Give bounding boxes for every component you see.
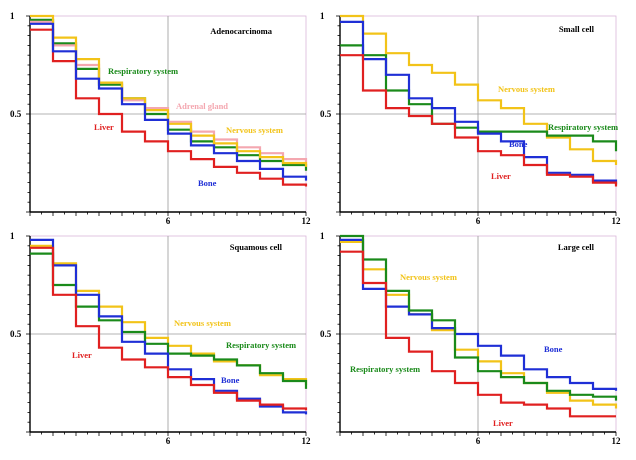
panel-adenocarcinoma-title: Adenocarcinoma [210,26,272,36]
panel-adenocarcinoma-label-nervous-system: Nervous system [226,125,283,135]
panel-large-cell-title: Large cell [558,242,595,252]
panel-large-cell-label-bone: Bone [544,344,563,354]
panel-squamous-cell: 6 12 1 0.5 Squamous cell Nervous system Respir… [10,231,311,446]
panel-small-cell-y-tick-label: 0.5 [320,109,332,119]
panel-squamous-cell-y-tick-label: 1 [10,231,15,241]
panel-adenocarcinoma-x-tick-label: 6 [166,216,171,226]
panel-squamous-cell-label-respiratory-system: Respiratory system [226,340,296,350]
panel-adenocarcinoma-label-bone: Bone [198,178,217,188]
panel-large-cell-series-liver [340,250,616,418]
panel-large-cell-y-tick-label: 1 [320,231,325,241]
panel-large-cell-x-tick-label: 6 [476,436,481,446]
panel-squamous-cell-title: Squamous cell [230,242,283,252]
panel-large-cell-x-tick-label: 12 [612,436,622,446]
panel-adenocarcinoma-label-respiratory-system: Respiratory system [108,66,178,76]
panel-squamous-cell-x-tick-label: 12 [302,436,312,446]
panel-adenocarcinoma: 6 12 1 0.5 Adenocarcinoma Respiratory system A… [10,11,311,226]
panel-large-cell-label-liver: Liver [493,418,513,428]
panel-adenocarcinoma-series-liver [30,28,308,187]
panel-squamous-cell-label-nervous-system: Nervous system [174,318,231,328]
panel-small-cell: 6 12 1 0.5 Small cell Nervous system Respirato… [320,11,621,226]
panel-small-cell-label-respiratory-system: Respiratory system [548,122,618,132]
panel-large-cell: 6 12 1 0.5 Large cell Nervous system Bone Respi… [320,231,621,446]
panel-squamous-cell-x-tick-label: 6 [166,436,171,446]
panel-adenocarcinoma-label-adrenal-gland: Adrenal gland [176,101,228,111]
panel-large-cell-label-respiratory-system: Respiratory system [350,364,420,374]
panel-adenocarcinoma-series-bone [30,22,308,181]
panel-small-cell-title: Small cell [559,24,595,34]
panel-small-cell-series-nervous-system [340,14,618,165]
panel-small-cell-series-liver [340,54,618,187]
panel-adenocarcinoma-y-tick-label: 1 [10,11,15,21]
panel-squamous-cell-series-liver [30,246,308,411]
panel-adenocarcinoma-x-tick-label: 12 [302,216,312,226]
panel-squamous-cell-label-bone: Bone [221,375,240,385]
panel-adenocarcinoma-y-tick-label: 0.5 [10,109,22,119]
panel-small-cell-label-nervous-system: Nervous system [498,84,555,94]
panel-squamous-cell-y-tick-label: 0.5 [10,329,22,339]
panel-large-cell-label-nervous-system: Nervous system [400,272,457,282]
panel-small-cell-x-tick-label: 12 [612,216,622,226]
panel-small-cell-x-tick-label: 6 [476,216,481,226]
panel-adenocarcinoma-label-liver: Liver [94,122,114,132]
panel-small-cell-label-liver: Liver [491,171,511,181]
panel-small-cell-label-bone: Bone [509,139,528,149]
panel-squamous-cell-label-liver: Liver [72,350,92,360]
panel-small-cell-y-tick-label: 1 [320,11,325,21]
panel-large-cell-y-tick-label: 0.5 [320,329,332,339]
